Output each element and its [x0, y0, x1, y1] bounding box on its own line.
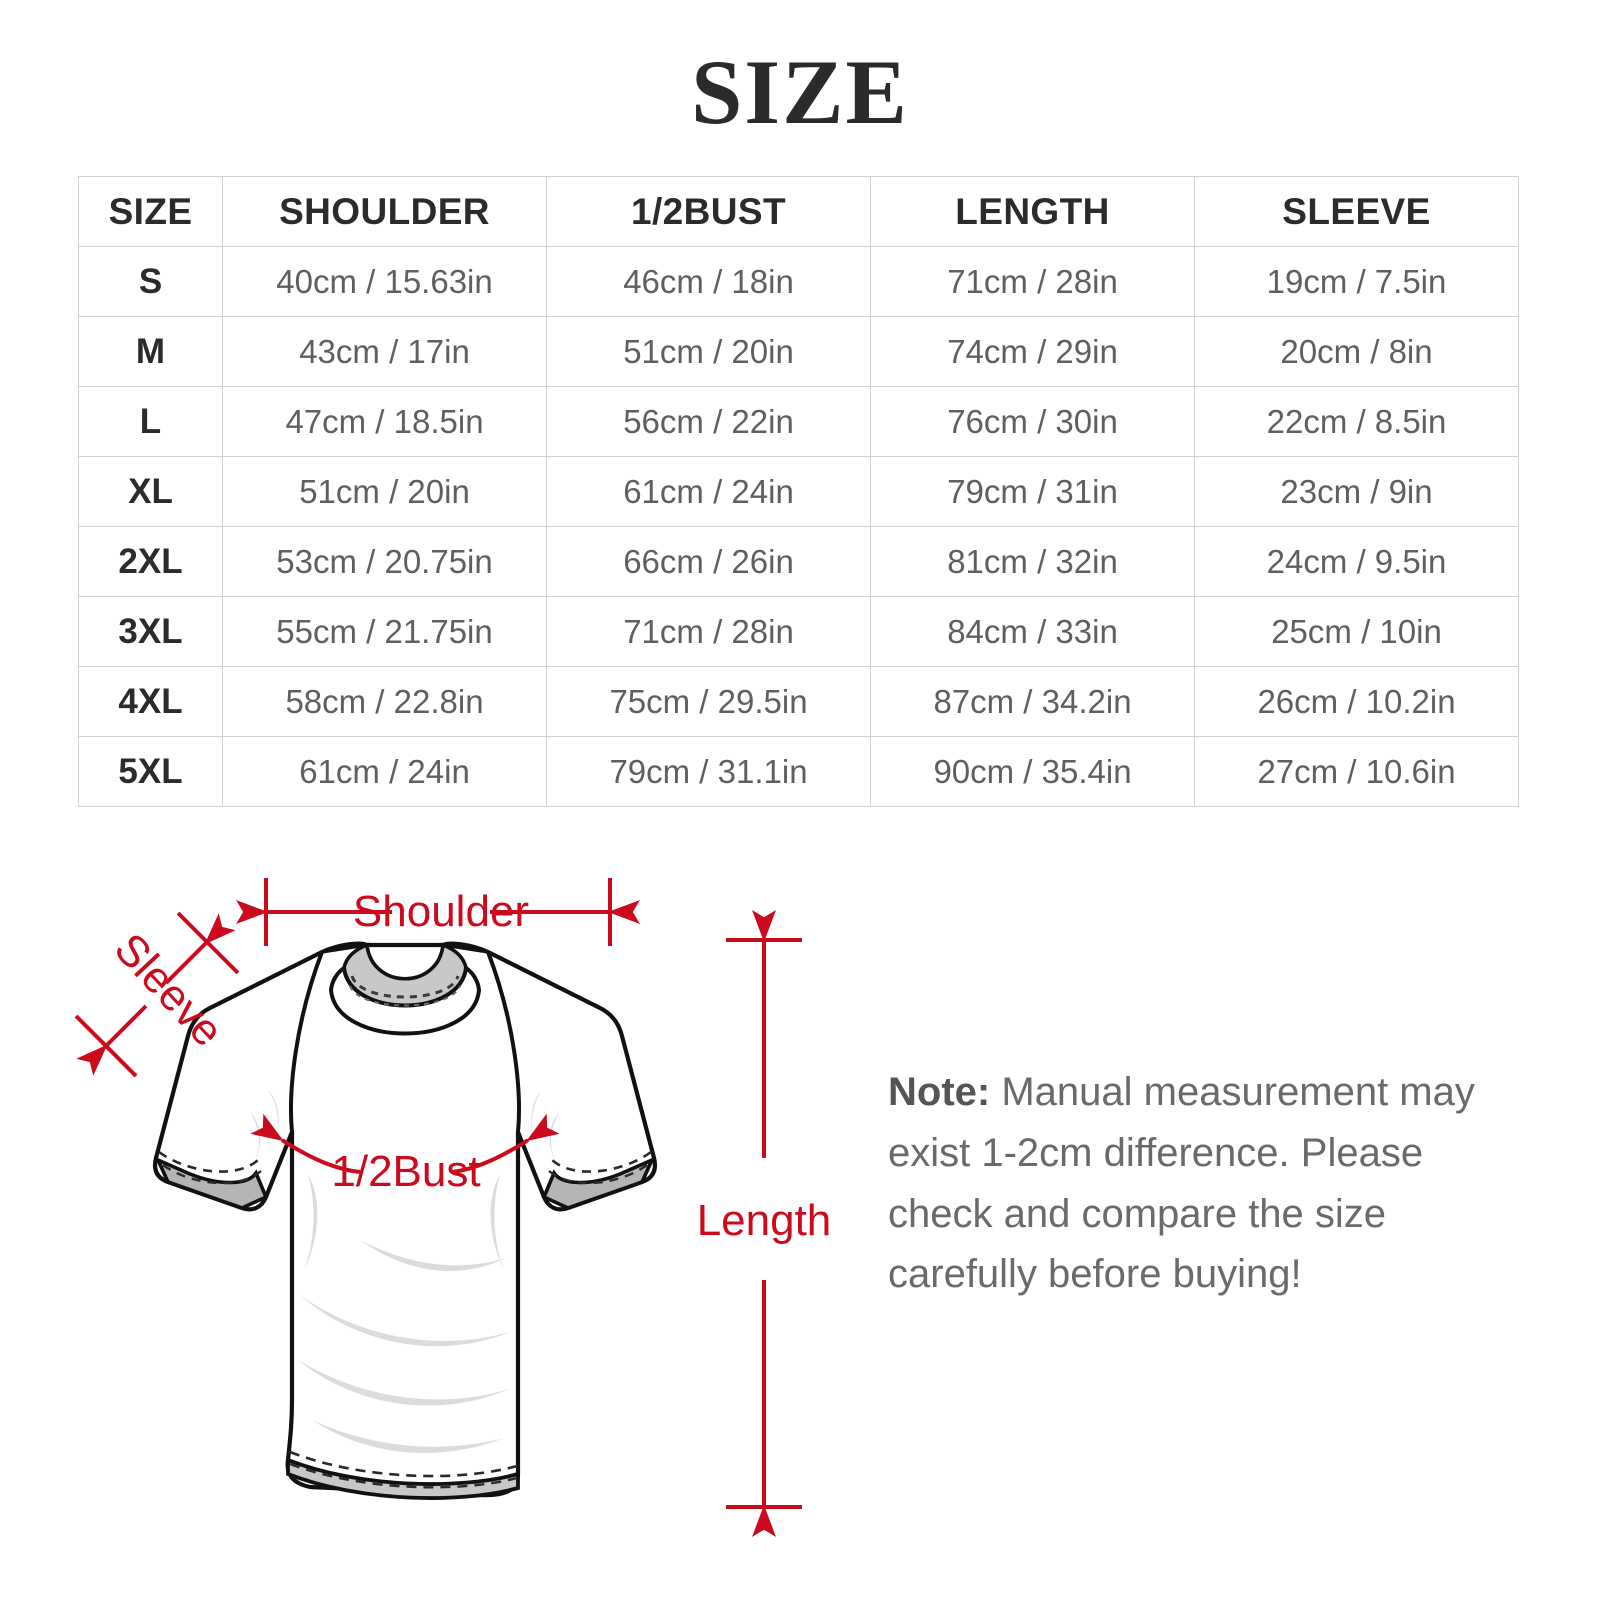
note-text: Manual measurement may exist 1-2cm diffe…	[888, 1070, 1475, 1297]
cell-shoulder: 53cm / 20.75in	[222, 526, 547, 597]
cell-sleeve: 24cm / 9.5in	[1194, 526, 1519, 597]
cell-bust: 71cm / 28in	[546, 596, 871, 667]
column-header-sleeve: SLEEVE	[1194, 176, 1519, 247]
column-header-bust: 1/2BUST	[546, 176, 871, 247]
sleeve-stitch-left-inner	[162, 1164, 262, 1185]
table-row: 4XL 58cm / 22.8in 75cm / 29.5in 87cm / 3…	[78, 666, 1519, 737]
armhole-seam-left	[289, 951, 324, 1133]
cell-length: 87cm / 34.2in	[870, 666, 1195, 737]
cell-size: 2XL	[78, 526, 223, 597]
column-header-shoulder: SHOULDER	[222, 176, 547, 247]
size-table: SIZE SHOULDER 1/2BUST LENGTH SLEEVE S 40…	[78, 176, 1519, 807]
measurement-note: Note: Manual measurement may exist 1-2cm…	[888, 1062, 1508, 1305]
table-row: 5XL 61cm / 24in 79cm / 31.1in 90cm / 35.…	[78, 736, 1519, 807]
table-row: XL 51cm / 20in 61cm / 24in 79cm / 31in 2…	[78, 456, 1519, 527]
cell-bust: 79cm / 31.1in	[546, 736, 871, 807]
table-row: 3XL 55cm / 21.75in 71cm / 28in 84cm / 33…	[78, 596, 1519, 667]
cell-length: 81cm / 32in	[870, 526, 1195, 597]
table-row: 2XL 53cm / 20.75in 66cm / 26in 81cm / 32…	[78, 526, 1519, 597]
cell-size: XL	[78, 456, 223, 527]
shoulder-seam-right	[442, 943, 489, 954]
sleeve-cuff-left	[154, 1156, 269, 1210]
cell-length: 79cm / 31in	[870, 456, 1195, 527]
size-table-head: SIZE SHOULDER 1/2BUST LENGTH SLEEVE	[78, 176, 1519, 247]
cell-sleeve: 19cm / 7.5in	[1194, 246, 1519, 317]
note-label: Note:	[888, 1070, 991, 1114]
bust-arrow-left	[250, 1113, 361, 1174]
cell-length: 74cm / 29in	[870, 316, 1195, 387]
cell-sleeve: 26cm / 10.2in	[1194, 666, 1519, 737]
sleeve-stitch-right-outer	[551, 1150, 652, 1173]
sleeve-label: Sleeve	[105, 924, 233, 1056]
cell-size: L	[78, 386, 223, 457]
bottom-hem	[286, 1457, 520, 1500]
cell-bust: 66cm / 26in	[546, 526, 871, 597]
size-table-container: SIZE SHOULDER 1/2BUST LENGTH SLEEVE S 40…	[78, 176, 1519, 807]
table-row: L 47cm / 18.5in 56cm / 22in 76cm / 30in …	[78, 386, 1519, 457]
cell-shoulder: 40cm / 15.63in	[222, 246, 547, 317]
sleeve-stitch-right-inner	[548, 1164, 648, 1185]
shoulder-label: Shoulder	[353, 887, 529, 936]
armhole-seam-right	[486, 951, 521, 1133]
cell-shoulder: 51cm / 20in	[222, 456, 547, 527]
table-header-row: SIZE SHOULDER 1/2BUST LENGTH SLEEVE	[78, 176, 1519, 247]
length-label: Length	[697, 1196, 832, 1245]
shoulder-seam-left	[321, 943, 368, 954]
column-header-length: LENGTH	[870, 176, 1195, 247]
tshirt-measurement-diagram: Shoulder Sleeve 1/2Bust Length	[0, 840, 1600, 1600]
cell-shoulder: 61cm / 24in	[222, 736, 547, 807]
cell-size: 5XL	[78, 736, 223, 807]
cell-size: M	[78, 316, 223, 387]
size-table-body: S 40cm / 15.63in 46cm / 18in 71cm / 28in…	[78, 246, 1519, 807]
cell-bust: 56cm / 22in	[546, 386, 871, 457]
cell-sleeve: 25cm / 10in	[1194, 596, 1519, 667]
sleeve-arrow-down	[76, 1004, 148, 1076]
cell-sleeve: 22cm / 8.5in	[1194, 386, 1519, 457]
sleeve-stitch-left-outer	[158, 1150, 259, 1173]
collar-band	[328, 964, 482, 1036]
table-row: M 43cm / 17in 51cm / 20in 74cm / 29in 20…	[78, 316, 1519, 387]
cell-shoulder: 58cm / 22.8in	[222, 666, 547, 737]
sleeve-arrow-up	[164, 913, 236, 985]
table-row: S 40cm / 15.63in 46cm / 18in 71cm / 28in…	[78, 246, 1519, 317]
collar-stitching-secondary	[349, 985, 461, 1007]
hem-stitch-lower	[289, 1462, 518, 1489]
cell-sleeve: 23cm / 9in	[1194, 456, 1519, 527]
collar-stitching	[350, 975, 460, 999]
cell-bust: 46cm / 18in	[546, 246, 871, 317]
cell-length: 71cm / 28in	[870, 246, 1195, 317]
page-title: SIZE	[691, 41, 909, 143]
sleeve-cuff-right	[541, 1156, 656, 1210]
cell-size: S	[78, 246, 223, 317]
column-header-size: SIZE	[78, 176, 223, 247]
cell-length: 84cm / 33in	[870, 596, 1195, 667]
cell-length: 90cm / 35.4in	[870, 736, 1195, 807]
tshirt-illustration-svg: Shoulder Sleeve 1/2Bust Length	[74, 878, 832, 1537]
bust-label: 1/2Bust	[331, 1147, 480, 1196]
cell-size: 3XL	[78, 596, 223, 667]
tshirt-body-path	[152, 941, 658, 1498]
cell-length: 76cm / 30in	[870, 386, 1195, 457]
cell-shoulder: 47cm / 18.5in	[222, 386, 547, 457]
cell-shoulder: 55cm / 21.75in	[222, 596, 547, 667]
cell-bust: 75cm / 29.5in	[546, 666, 871, 737]
cell-sleeve: 20cm / 8in	[1194, 316, 1519, 387]
cell-bust: 61cm / 24in	[546, 456, 871, 527]
cell-shoulder: 43cm / 17in	[222, 316, 547, 387]
hem-stitch-upper	[289, 1450, 518, 1478]
cell-bust: 51cm / 20in	[546, 316, 871, 387]
cell-size: 4XL	[78, 666, 223, 737]
cell-sleeve: 27cm / 10.6in	[1194, 736, 1519, 807]
tshirt-outline	[152, 941, 658, 1500]
bust-arrow-right	[451, 1113, 560, 1174]
